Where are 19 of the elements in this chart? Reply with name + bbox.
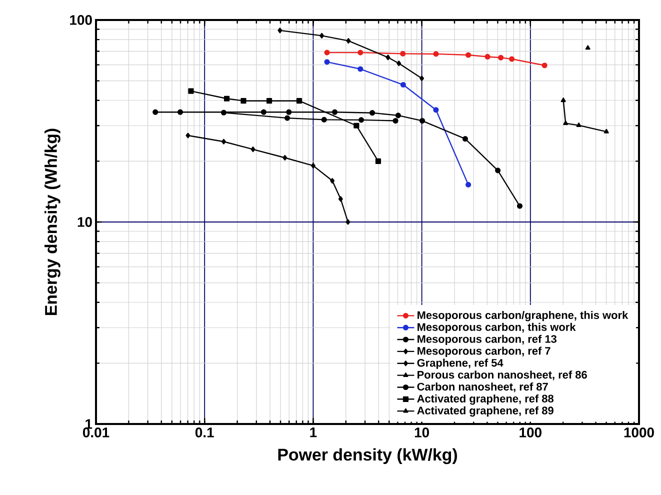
legend-label: Activated graphene, ref 89 — [417, 406, 554, 417]
x-tick-label: 0.01 — [82, 428, 110, 438]
legend-label: Activated graphene, ref 88 — [417, 394, 554, 405]
legend-label: Porous carbon nanosheet, ref 86 — [418, 370, 587, 380]
x-tick-label: 0.1 — [195, 428, 214, 438]
legend-label: Mesoporous carbon, this work — [418, 322, 576, 334]
legend-label: Graphene, ref 54 — [417, 358, 504, 369]
legend-label: Mesoporous carbon, ref 13 — [418, 334, 556, 346]
legend-label: Mesoporous carbon, ref 7 — [418, 346, 550, 357]
legend-label: Carbon nanosheet, ref 87 — [417, 382, 548, 392]
x-tick-label: 1 — [310, 428, 317, 438]
legend-label: Mesoporous carbon/graphene, this work — [418, 310, 628, 322]
x-axis-title: Power density (kW/kg) — [278, 448, 457, 464]
x-tick-label: 10 — [414, 428, 429, 438]
x-tick-label: 1000 — [624, 428, 654, 438]
y-axis-title: Energy density (Wh/kg) — [44, 128, 60, 315]
y-tick-label: 10 — [78, 217, 92, 227]
y-tick-label: 100 — [70, 15, 92, 25]
x-tick-label: 100 — [520, 428, 542, 438]
